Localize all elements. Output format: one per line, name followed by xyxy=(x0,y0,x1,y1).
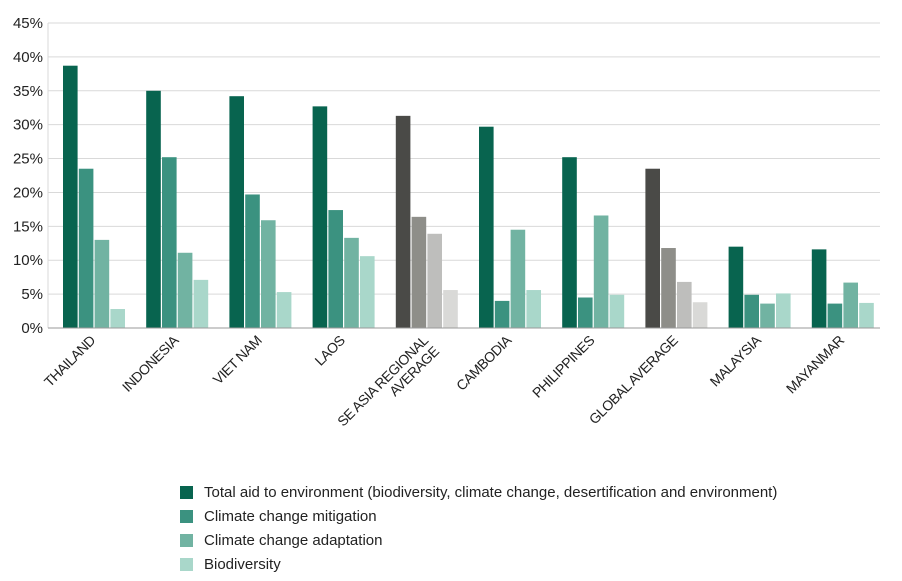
bar xyxy=(479,126,494,328)
bar xyxy=(593,215,609,328)
y-tick-label: 35% xyxy=(13,83,43,100)
legend-item: Climate change adaptation xyxy=(180,528,777,552)
legend-swatch xyxy=(180,557,193,571)
y-tick-label: 45% xyxy=(13,15,43,32)
bar xyxy=(677,281,692,328)
bar xyxy=(411,216,427,328)
bar xyxy=(776,293,791,328)
bar xyxy=(276,292,292,328)
bar xyxy=(443,290,458,328)
legend-label: Total aid to environment (biodiversity, … xyxy=(204,483,778,501)
y-tick-label: 25% xyxy=(13,151,43,168)
bar xyxy=(395,115,411,328)
bar xyxy=(110,309,125,328)
legend-swatch xyxy=(180,485,193,499)
x-tick-label: LAOS xyxy=(311,332,347,368)
bar xyxy=(526,290,541,328)
bar xyxy=(78,168,94,328)
bar xyxy=(645,168,660,328)
bar xyxy=(692,302,708,328)
legend-item: Biodiversity xyxy=(180,552,777,576)
bar xyxy=(661,248,676,328)
bar xyxy=(94,239,110,328)
x-tick-label: PHILIPPINES xyxy=(529,332,598,401)
bar xyxy=(360,256,375,328)
legend-item: Climate change mitigation xyxy=(180,504,777,528)
x-tick-label: MALAYSIA xyxy=(707,331,765,389)
legend-swatch xyxy=(180,533,193,547)
bar xyxy=(344,237,359,328)
bar xyxy=(427,233,442,328)
legend-label: Climate change adaptation xyxy=(204,531,383,549)
y-tick-label: 40% xyxy=(13,49,43,66)
y-tick-label: 30% xyxy=(13,117,43,134)
bar xyxy=(760,303,775,328)
bar xyxy=(728,246,744,328)
x-tick-label: INDONESIA xyxy=(119,331,182,394)
legend-swatch xyxy=(180,509,193,523)
bar xyxy=(146,90,161,329)
bar xyxy=(261,220,276,328)
legend-label: Biodiversity xyxy=(204,555,281,573)
bar xyxy=(229,96,244,328)
bar xyxy=(578,297,593,328)
y-tick-label: 0% xyxy=(21,320,43,337)
bar xyxy=(328,210,343,328)
x-tick-label: GLOBAL AVERAGE xyxy=(586,332,681,427)
bar xyxy=(859,302,874,328)
bar xyxy=(245,194,260,328)
bar xyxy=(843,282,858,328)
x-tick-label: SE ASIA REGIONALAVERAGE xyxy=(334,332,442,440)
bar xyxy=(811,249,827,328)
x-tick-label: MAYANMAR xyxy=(783,332,847,396)
y-tick-label: 20% xyxy=(13,184,43,201)
legend: Total aid to environment (biodiversity, … xyxy=(180,480,777,576)
bar xyxy=(63,65,78,328)
bar xyxy=(177,252,193,328)
bar xyxy=(494,300,510,328)
bar xyxy=(193,279,209,328)
legend-label: Climate change mitigation xyxy=(204,507,377,525)
bars xyxy=(48,65,880,329)
legend-item: Total aid to environment (biodiversity, … xyxy=(180,480,777,504)
bar xyxy=(744,294,759,328)
x-tick-label: CAMBODIA xyxy=(453,331,515,393)
bar xyxy=(312,106,328,328)
y-tick-label: 15% xyxy=(13,218,43,235)
y-tick-label: 10% xyxy=(13,252,43,269)
bar xyxy=(162,157,177,328)
bar xyxy=(562,157,577,328)
bar xyxy=(827,303,843,328)
x-tick-label: THAILAND xyxy=(41,332,99,390)
bar xyxy=(609,294,625,328)
x-tick-label: VIET NAM xyxy=(210,332,265,387)
bar xyxy=(510,229,526,328)
y-tick-label: 5% xyxy=(21,286,43,303)
y-axis-ticks: 0% 5% 10% 15% 20% 25% 30% 35% 40% 45% xyxy=(13,15,43,337)
